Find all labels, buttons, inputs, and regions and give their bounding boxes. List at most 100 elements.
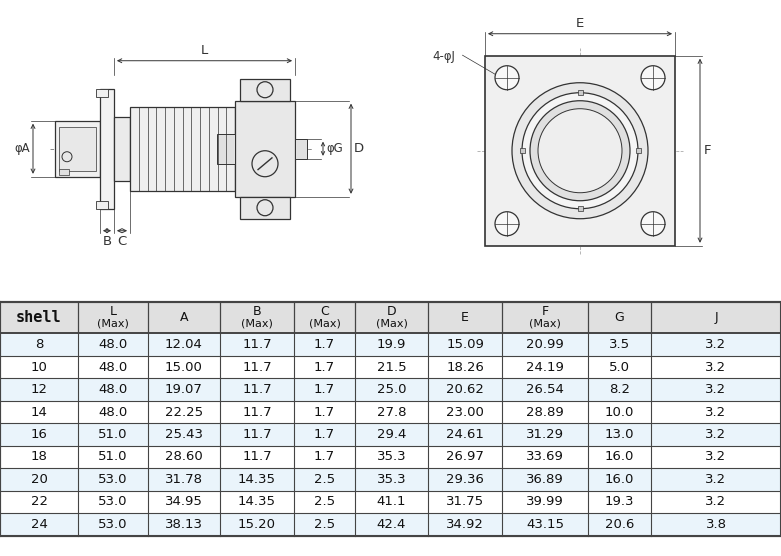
Text: 10: 10	[30, 361, 48, 374]
Text: 27.8: 27.8	[376, 405, 406, 419]
Text: D: D	[354, 142, 364, 155]
Text: 1.7: 1.7	[314, 361, 335, 374]
Text: 28.89: 28.89	[526, 405, 564, 419]
Bar	[295, 139, 307, 158]
Text: 14: 14	[30, 405, 48, 419]
Text: 22: 22	[30, 495, 48, 508]
Text: 24.19: 24.19	[526, 361, 564, 374]
Bar	[240, 79, 290, 101]
Text: 25.43: 25.43	[165, 428, 203, 441]
Text: 11.7: 11.7	[242, 361, 272, 374]
Text: J: J	[714, 311, 718, 324]
Text: E: E	[461, 311, 469, 324]
Text: 16: 16	[30, 428, 48, 441]
Text: 38.13: 38.13	[165, 518, 203, 531]
Text: 19.07: 19.07	[165, 383, 203, 396]
Text: 42.4: 42.4	[376, 518, 406, 531]
Bar	[59, 168, 69, 175]
Text: 11.7: 11.7	[242, 338, 272, 351]
Text: 51.0: 51.0	[98, 428, 128, 441]
Text: 28.60: 28.60	[165, 450, 203, 464]
Text: 19.9: 19.9	[376, 338, 406, 351]
Text: 34.92: 34.92	[446, 518, 484, 531]
Text: 2.5: 2.5	[314, 495, 335, 508]
Circle shape	[522, 93, 638, 208]
Text: 31.29: 31.29	[526, 428, 564, 441]
Text: C: C	[117, 235, 127, 248]
Text: 11.7: 11.7	[242, 383, 272, 396]
Text: 3.2: 3.2	[705, 383, 726, 396]
Text: 10.0: 10.0	[604, 405, 634, 419]
Text: φA: φA	[14, 142, 30, 155]
Text: 51.0: 51.0	[98, 450, 128, 464]
Bar	[96, 89, 108, 97]
Text: 48.0: 48.0	[98, 383, 127, 396]
Bar	[0, 468, 781, 490]
Circle shape	[538, 109, 622, 193]
Text: 22.25: 22.25	[165, 405, 203, 419]
Text: (Max): (Max)	[241, 319, 273, 329]
Circle shape	[641, 66, 665, 90]
Text: F: F	[541, 305, 548, 318]
Text: 3.2: 3.2	[705, 428, 726, 441]
Text: 35.3: 35.3	[376, 473, 406, 486]
Text: 15.09: 15.09	[446, 338, 484, 351]
Text: 21.5: 21.5	[376, 361, 406, 374]
Bar	[0, 334, 781, 356]
Text: 24.61: 24.61	[446, 428, 484, 441]
Text: 14.35: 14.35	[238, 473, 276, 486]
Text: 2.5: 2.5	[314, 473, 335, 486]
Circle shape	[495, 212, 519, 236]
Text: 4-φJ: 4-φJ	[432, 50, 455, 63]
Text: 5.0: 5.0	[609, 361, 630, 374]
Text: 48.0: 48.0	[98, 361, 127, 374]
Text: 3.2: 3.2	[705, 361, 726, 374]
Circle shape	[512, 83, 648, 219]
Bar	[0, 379, 781, 401]
Text: 11.7: 11.7	[242, 450, 272, 464]
Text: 16.0: 16.0	[604, 473, 634, 486]
Bar	[59, 127, 96, 171]
Text: 33.69: 33.69	[526, 450, 564, 464]
Bar	[130, 107, 235, 191]
Text: 48.0: 48.0	[98, 338, 127, 351]
Text: D: D	[387, 305, 396, 318]
Text: B: B	[253, 305, 262, 318]
Text: 15.00: 15.00	[165, 361, 203, 374]
Text: 26.54: 26.54	[526, 383, 564, 396]
Text: E: E	[576, 17, 584, 29]
Bar	[636, 148, 640, 153]
Text: 14.35: 14.35	[238, 495, 276, 508]
Text: 1.7: 1.7	[314, 450, 335, 464]
Text: 53.0: 53.0	[98, 518, 128, 531]
Text: 18.26: 18.26	[446, 361, 484, 374]
Bar	[100, 89, 114, 208]
Text: 13.0: 13.0	[604, 428, 634, 441]
Bar	[240, 197, 290, 219]
Text: 20: 20	[30, 473, 48, 486]
Text: 11.7: 11.7	[242, 428, 272, 441]
Bar	[0, 401, 781, 423]
Bar	[577, 206, 583, 211]
Text: 1.7: 1.7	[314, 428, 335, 441]
Text: F: F	[704, 144, 711, 157]
Bar	[235, 101, 295, 197]
Text: B: B	[102, 235, 112, 248]
Text: 20.62: 20.62	[446, 383, 484, 396]
Text: L: L	[201, 44, 208, 57]
Circle shape	[641, 212, 665, 236]
Text: 8: 8	[35, 338, 43, 351]
Bar	[0, 490, 781, 513]
Text: (Max): (Max)	[376, 319, 408, 329]
Text: 16.0: 16.0	[604, 450, 634, 464]
Text: 41.1: 41.1	[376, 495, 406, 508]
Text: 3.5: 3.5	[609, 338, 630, 351]
Text: G: G	[615, 311, 624, 324]
Bar	[485, 56, 675, 246]
Text: 29.4: 29.4	[376, 428, 406, 441]
Text: 25.0: 25.0	[376, 383, 406, 396]
Circle shape	[530, 101, 630, 201]
Text: 1.7: 1.7	[314, 405, 335, 419]
Text: 12: 12	[30, 383, 48, 396]
Bar	[55, 121, 100, 177]
